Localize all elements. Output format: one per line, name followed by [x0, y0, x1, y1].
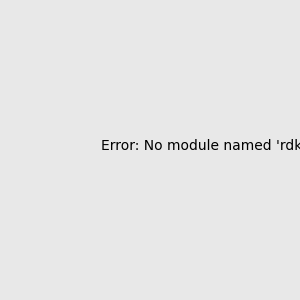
- Text: Error: No module named 'rdkit': Error: No module named 'rdkit': [101, 139, 300, 153]
